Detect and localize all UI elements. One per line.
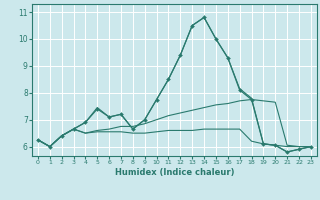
X-axis label: Humidex (Indice chaleur): Humidex (Indice chaleur) xyxy=(115,168,234,177)
